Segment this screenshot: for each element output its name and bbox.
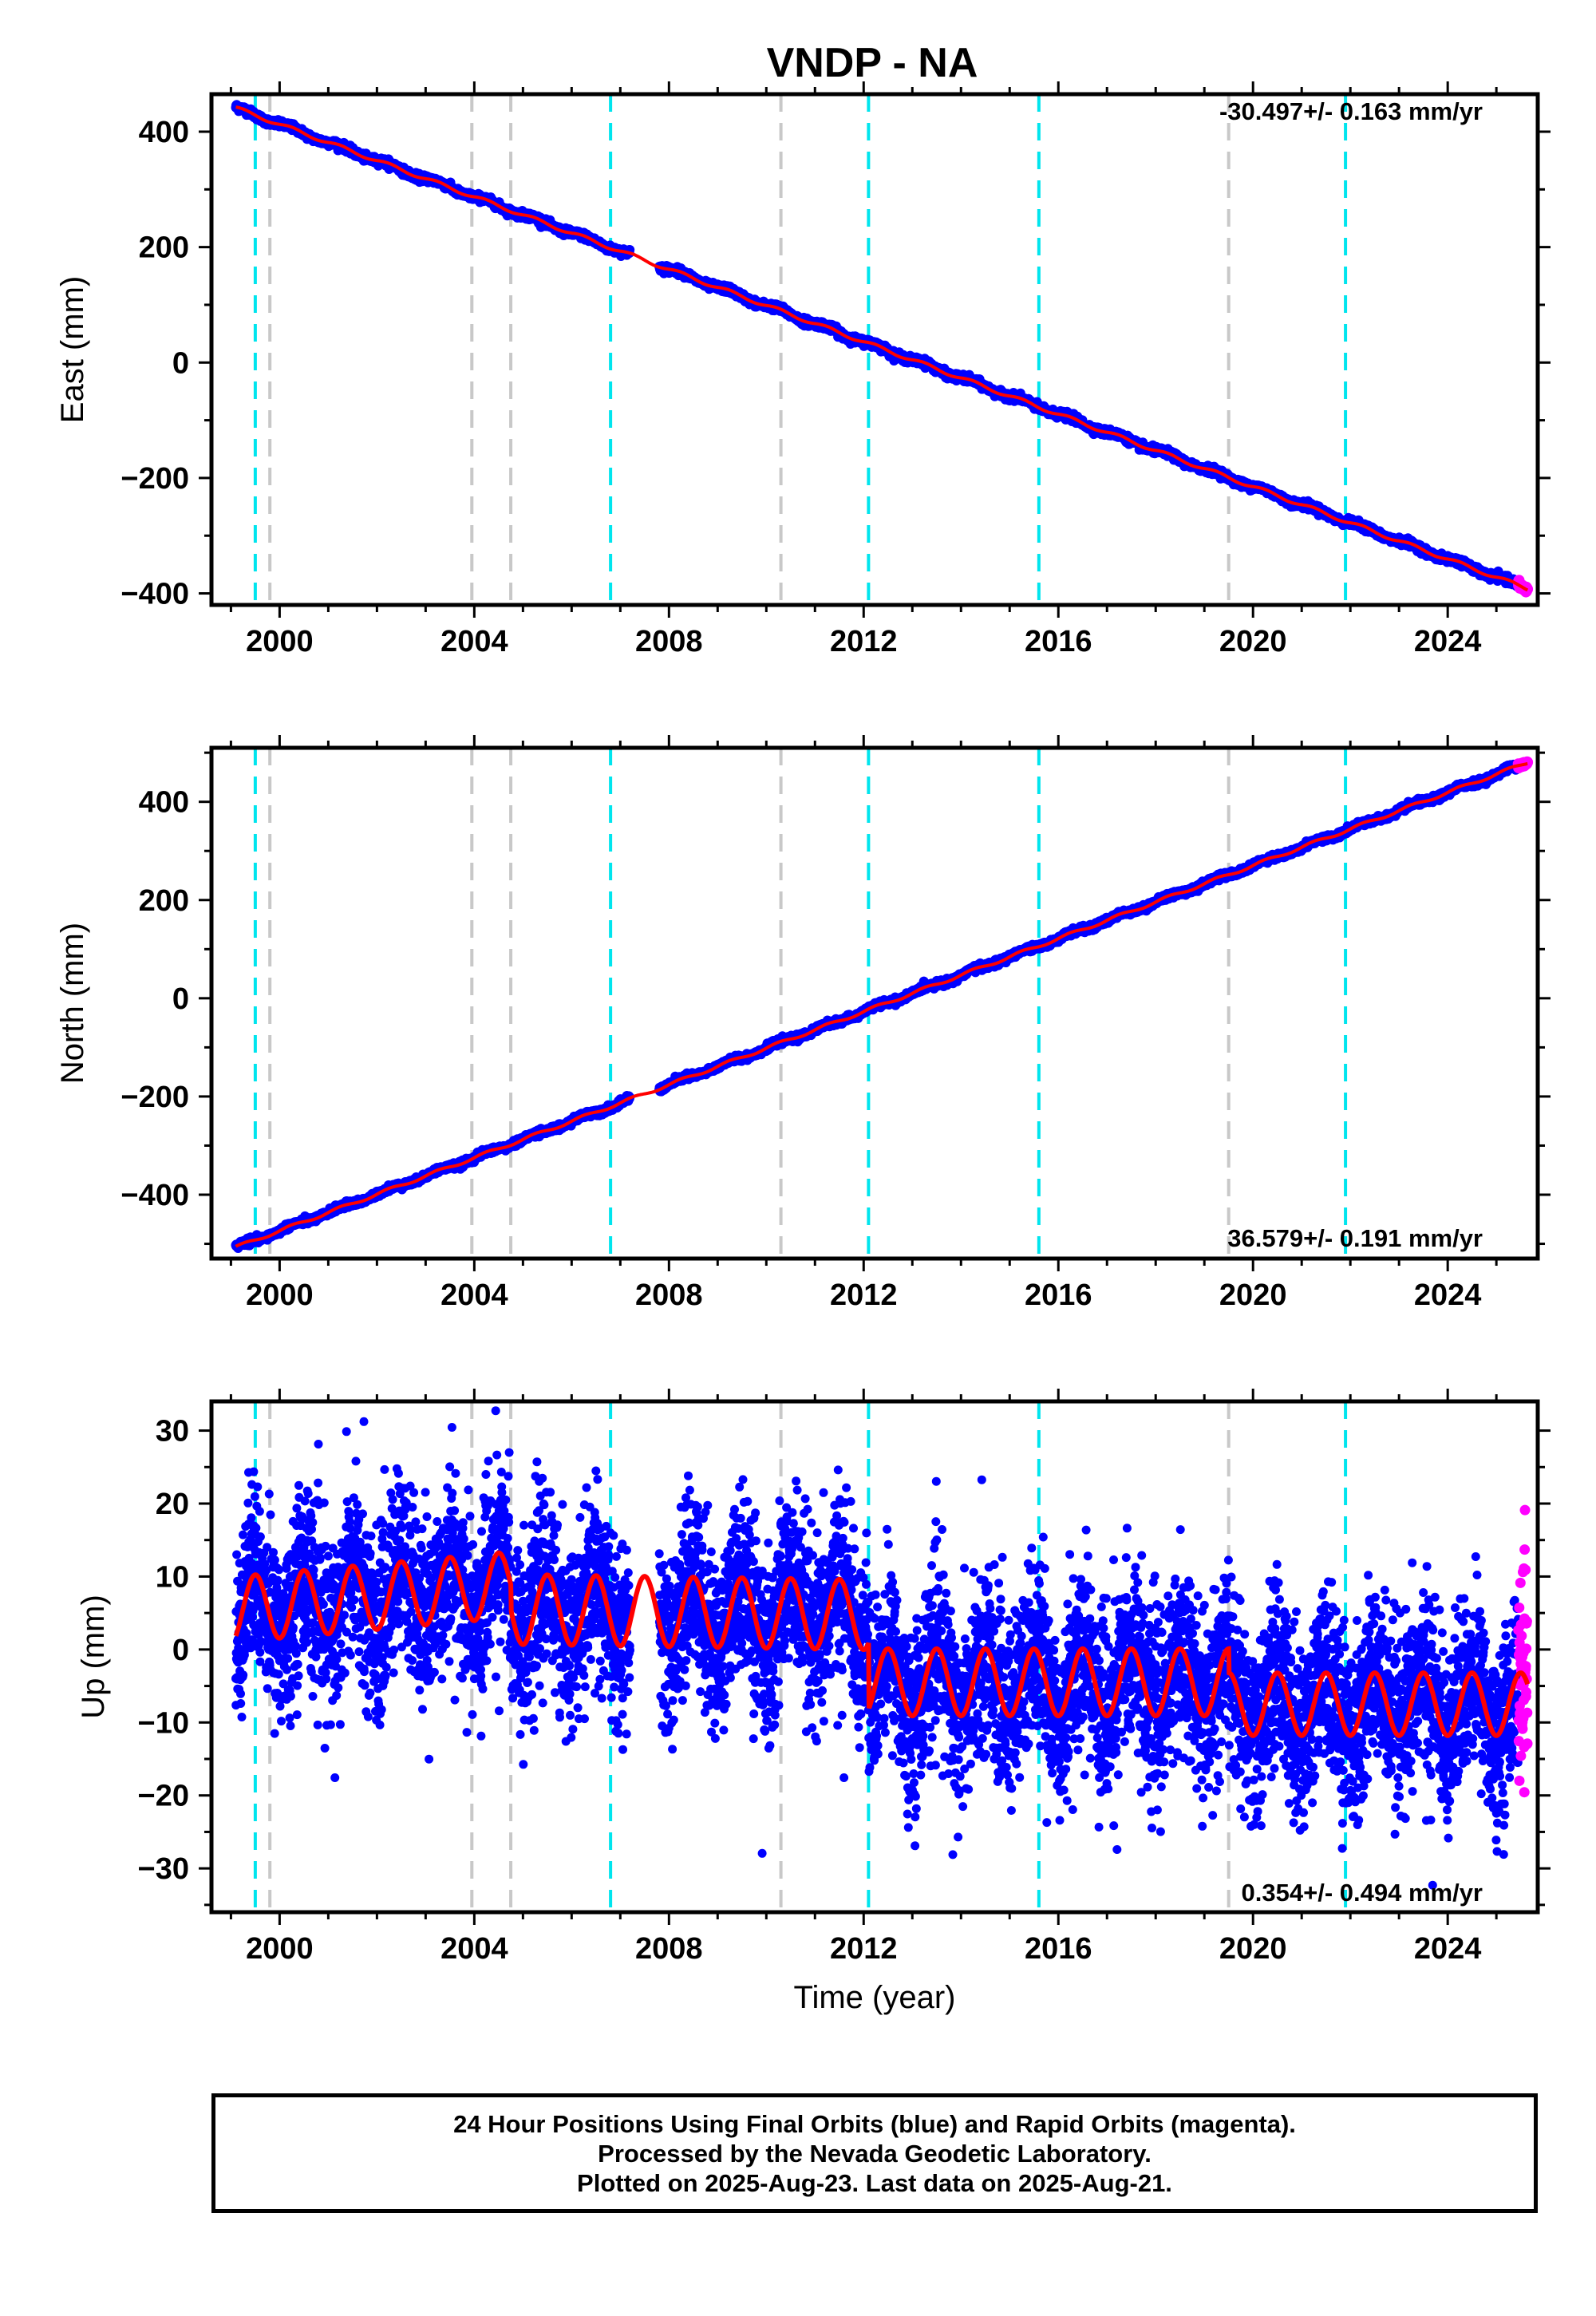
x-tick-label: 2000: [246, 625, 314, 658]
x-tick-label: 2008: [635, 625, 703, 658]
y-tick-label: 400: [139, 116, 189, 149]
y-axis-label: East (mm): [55, 276, 90, 423]
x-tick-label: 2016: [1025, 625, 1092, 658]
x-tick-label: 2012: [830, 625, 898, 658]
panel-east: 2000 2004 2008 2012 2016 2020 2024 −400 −200 0 200…: [55, 81, 1551, 658]
rate-annotation: -30.497+/- 0.163 mm/yr: [1219, 97, 1483, 125]
x-tick-label: 2004: [440, 625, 508, 658]
y-tick-label: −200: [120, 462, 189, 496]
panels: 2000 2004 2008 2012 2016 2020 2024 −400 −200 0 200…: [55, 81, 1551, 2015]
y-tick-label: 0: [172, 346, 189, 380]
x-tick-label: 2024: [1414, 625, 1482, 658]
x-tick-label: 2020: [1219, 625, 1287, 658]
y-tick-label: −400: [120, 578, 189, 611]
panel-north: 2000 2004 2008 2012 2016 2020 2024−400−2000200…: [55, 735, 1551, 1312]
model-fit-line: [235, 105, 1529, 592]
y-tick-label: 200: [139, 231, 189, 265]
chart-title: VNDP - NA: [767, 40, 978, 86]
